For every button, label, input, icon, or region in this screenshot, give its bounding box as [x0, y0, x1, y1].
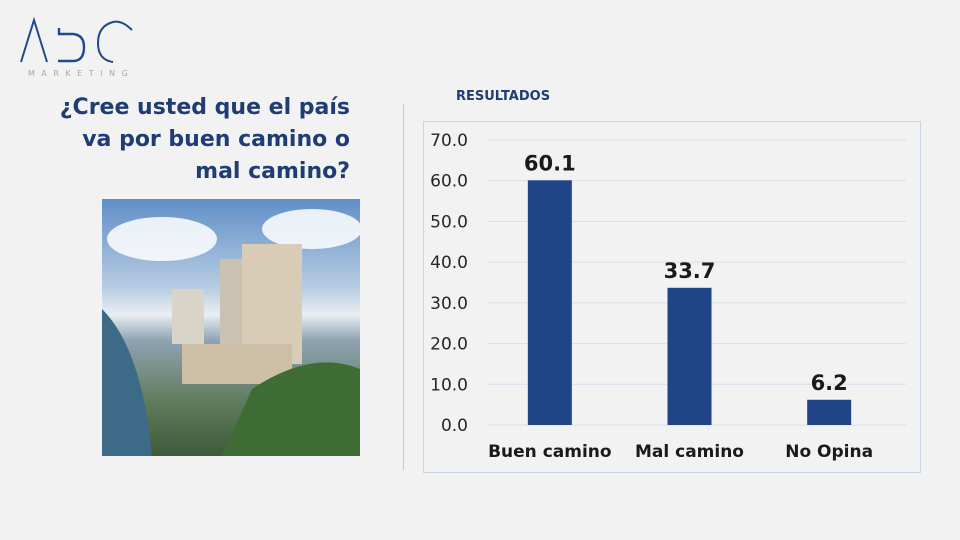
abc-marketing-logo: [20, 16, 133, 63]
y-tick-label: 40.0: [430, 253, 468, 273]
bar-no-opina: [807, 399, 852, 425]
y-tick-label: 50.0: [430, 212, 468, 232]
y-tick-label: 10.0: [430, 375, 468, 395]
data-label: 60.1: [524, 151, 576, 175]
chart-header: RESULTADOS: [456, 89, 551, 104]
data-label: 33.7: [664, 259, 716, 283]
bar-buen-camino: [527, 180, 572, 425]
logo-subtitle: MARKETING: [28, 69, 135, 78]
y-tick-label: 0.0: [441, 416, 468, 436]
x-tick-label: Buen camino: [488, 442, 611, 462]
data-label: 6.2: [811, 371, 848, 395]
y-tick-label: 20.0: [430, 335, 468, 355]
bar-mal-camino: [667, 287, 712, 425]
question-title: ¿Cree usted que el país va por buen cami…: [59, 95, 350, 184]
divider: [403, 104, 404, 470]
y-tick-label: 30.0: [430, 294, 468, 314]
chart-frame: [423, 121, 921, 473]
y-tick-label: 60.0: [430, 172, 468, 192]
x-tick-label: Mal camino: [635, 442, 744, 462]
city-photo: [102, 199, 360, 456]
y-tick-label: 70.0: [430, 131, 468, 151]
x-tick-label: No Opina: [785, 442, 873, 462]
